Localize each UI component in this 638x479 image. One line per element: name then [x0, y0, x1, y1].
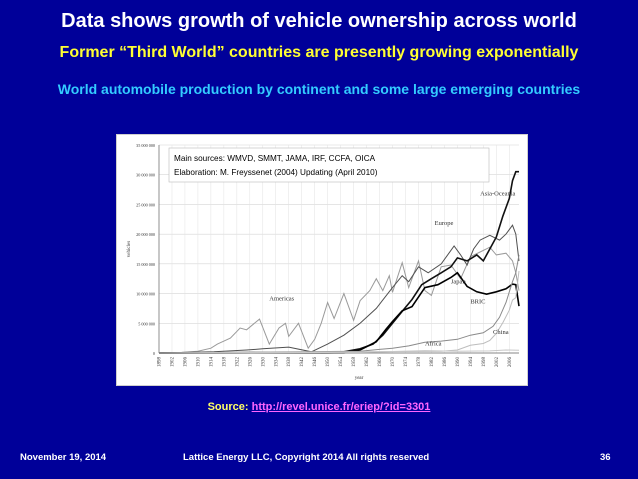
y-tick-label: 30 000 000	[136, 173, 155, 178]
x-tick-label: 1966	[378, 357, 383, 368]
series-line	[158, 224, 520, 354]
x-tick-label: 1958	[352, 357, 357, 368]
slide-title: Data shows growth of vehicle ownership a…	[61, 10, 577, 32]
x-tick-label: 1978	[417, 357, 422, 368]
x-tick-label: 1986	[443, 357, 448, 368]
chart-annotation-box: Main sources: WMVD, SMMT, JAMA, IRF, CCF…	[168, 147, 490, 183]
x-tick-label: 2006	[508, 357, 513, 368]
series-label: Asia-Oceania	[480, 191, 515, 198]
series-label: Africa	[425, 340, 442, 347]
chart-image: 0 5 000 000 10 000 000 15 000 000 20 000 000…	[116, 134, 528, 386]
series-label: BRIC	[470, 299, 485, 306]
x-tick-label: 1910	[196, 357, 201, 368]
chart-heading: World automobile production by continent…	[57, 81, 581, 97]
annotation-elaboration: Elaboration: M. Freyssenet (2004) Updati…	[174, 168, 378, 177]
y-tick-label: 0	[153, 351, 155, 356]
y-tick-label: 35 000 000	[136, 143, 155, 148]
x-tick-label: 1926	[248, 357, 253, 368]
series-label: Japan	[451, 278, 467, 285]
x-tick-label: 1938	[287, 357, 292, 368]
y-tick-label: 5 000 000	[138, 321, 155, 326]
x-tick-label: 1942	[300, 357, 305, 368]
source-line: Source: http://revel.unice.fr/eriep/?id=…	[0, 401, 638, 413]
x-tick-label: 1902	[170, 357, 175, 368]
series-label: Americas	[269, 296, 294, 303]
x-axis-label: year	[355, 376, 364, 381]
series-line	[158, 271, 520, 354]
footer-copyright: Lattice Energy LLC, Copyright 2014 All r…	[183, 452, 430, 463]
x-tick-label: 1950	[326, 357, 331, 368]
series-label: Europe	[435, 220, 454, 227]
x-tick-label: 1906	[183, 357, 188, 368]
x-tick-label: 1970	[391, 357, 396, 368]
footer-date: November 19, 2014	[20, 452, 107, 463]
series-label: China	[493, 329, 509, 336]
x-tick-label: 1994	[469, 357, 474, 368]
y-tick-label: 15 000 000	[136, 262, 155, 267]
series-line	[158, 349, 520, 354]
annotation-sources: Main sources: WMVD, SMMT, JAMA, IRF, CCF…	[174, 154, 376, 163]
x-tick-label: 1930	[261, 357, 266, 368]
x-tick-label: 1974	[404, 357, 409, 368]
x-tick-label: 1982	[430, 357, 435, 368]
production-chart: 0 5 000 000 10 000 000 15 000 000 20 000 000…	[127, 143, 520, 381]
y-tick-label: 10 000 000	[136, 292, 155, 297]
x-tick-label: 1934	[274, 357, 279, 368]
y-axis-label: vehicles	[127, 241, 132, 257]
series-line	[158, 270, 520, 354]
x-tick-label: 1898	[158, 357, 163, 368]
x-tick-label: 1962	[365, 357, 370, 368]
annotation-background	[168, 147, 490, 183]
x-tick-label: 1914	[209, 357, 214, 368]
x-tick-label: 1998	[482, 357, 487, 368]
series-line	[158, 254, 520, 354]
x-tick-label: 1922	[235, 357, 240, 368]
x-tick-label: 1990	[456, 357, 461, 368]
x-tick-label: 1946	[313, 357, 318, 368]
x-tick-label: 2002	[495, 357, 500, 368]
x-tick-label: 1954	[339, 357, 344, 368]
y-tick-label: 20 000 000	[136, 232, 155, 237]
source-label: Source:	[207, 401, 249, 413]
x-tick-label: 1918	[222, 357, 227, 368]
source-link[interactable]: http://revel.unice.fr/eriep/?id=3301	[251, 401, 431, 413]
page-number: 36	[600, 452, 611, 463]
y-tick-label: 25 000 000	[136, 202, 155, 207]
slide-subtitle: Former “Third World” countries are prese…	[59, 44, 579, 61]
